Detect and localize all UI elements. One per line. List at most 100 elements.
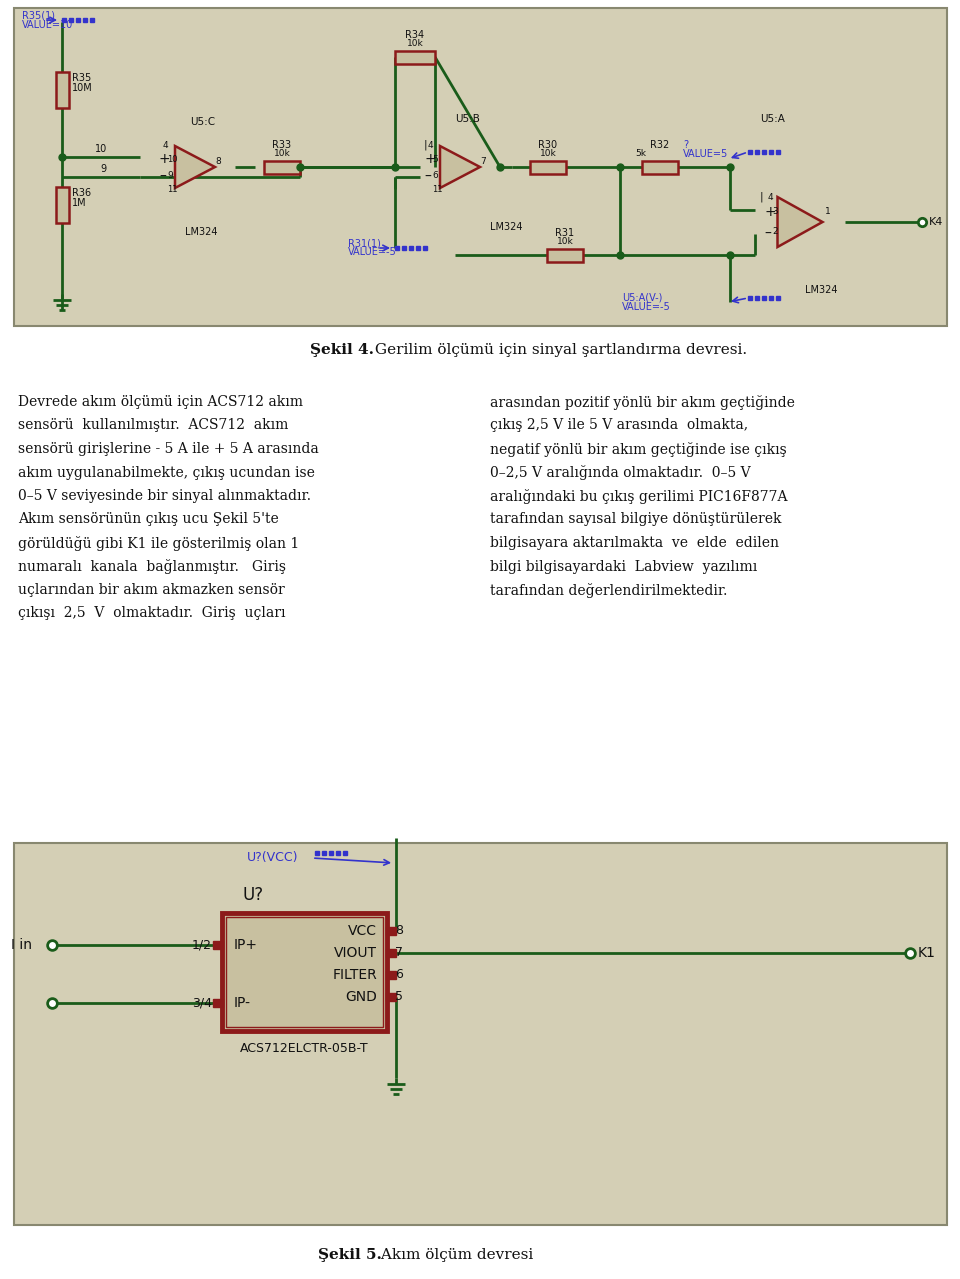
Text: 8: 8	[215, 157, 221, 166]
Bar	[56, 187, 69, 223]
Text: 8: 8	[395, 925, 403, 938]
Text: 10M: 10M	[72, 83, 93, 93]
Text: tarafından sayısal bilgiye dönüştürülerek: tarafından sayısal bilgiye dönüştürülere…	[490, 513, 781, 527]
Bar	[56, 72, 69, 107]
Text: LM324: LM324	[185, 226, 218, 237]
Text: VALUE=-5: VALUE=-5	[348, 247, 396, 257]
Text: R35: R35	[72, 73, 91, 83]
Text: –: –	[159, 170, 166, 184]
Text: 10: 10	[167, 155, 178, 164]
Text: GND: GND	[346, 990, 377, 1004]
Text: U?: U?	[242, 886, 263, 904]
Text: 4: 4	[768, 193, 774, 202]
Text: FILTER: FILTER	[332, 968, 377, 982]
Text: 11: 11	[432, 184, 443, 193]
Text: 10k: 10k	[557, 238, 573, 247]
Text: 4: 4	[428, 141, 434, 150]
Bar	[530, 161, 566, 174]
Text: R31: R31	[556, 228, 575, 238]
Text: IP-: IP-	[234, 996, 251, 1010]
Bar	[386, 993, 396, 1001]
Text: Akım sensörünün çıkış ucu Şekil 5'te: Akım sensörünün çıkış ucu Şekil 5'te	[18, 513, 278, 527]
Text: 4: 4	[163, 141, 169, 150]
Text: 5k: 5k	[635, 150, 646, 159]
Text: R33: R33	[273, 139, 292, 150]
Text: sensörü  kullanılmıştır.  ACS712  akım: sensörü kullanılmıştır. ACS712 akım	[18, 418, 288, 432]
Text: 6: 6	[395, 968, 403, 981]
Text: U?(VCC): U?(VCC)	[247, 852, 299, 865]
Text: tarafından değerlendirilmektedir.: tarafından değerlendirilmektedir.	[490, 583, 728, 599]
Text: K1: K1	[918, 946, 936, 961]
Text: R31(1): R31(1)	[348, 238, 381, 248]
Bar	[386, 949, 396, 957]
Bar	[395, 51, 435, 64]
Bar	[14, 8, 947, 326]
Text: Akım ölçüm devresi: Akım ölçüm devresi	[376, 1248, 533, 1262]
Text: 6: 6	[432, 170, 438, 179]
Text: LM324: LM324	[805, 285, 837, 295]
Text: U5:C: U5:C	[190, 116, 215, 127]
Text: U5:B: U5:B	[455, 114, 480, 124]
Bar	[213, 941, 223, 949]
Text: +: +	[424, 152, 436, 166]
Text: U5:A: U5:A	[760, 114, 785, 124]
Text: arasından pozitif yönlü bir akım geçtiğinde: arasından pozitif yönlü bir akım geçtiği…	[490, 395, 795, 411]
Text: negatif yönlü bir akım geçtiğinde ise çıkış: negatif yönlü bir akım geçtiğinde ise çı…	[490, 443, 787, 457]
Text: 3/4: 3/4	[192, 996, 212, 1009]
Text: ACS712ELCTR-05B-T: ACS712ELCTR-05B-T	[240, 1042, 369, 1055]
Text: 1: 1	[825, 207, 830, 216]
Polygon shape	[778, 197, 823, 247]
Bar	[264, 161, 300, 174]
Text: IP+: IP+	[234, 938, 258, 952]
Text: VCC: VCC	[348, 923, 377, 938]
Text: Şekil 4.: Şekil 4.	[310, 343, 374, 357]
Text: 7: 7	[480, 157, 486, 166]
Bar	[14, 843, 947, 1225]
Text: ?: ?	[683, 139, 688, 150]
Text: 5: 5	[395, 990, 403, 1004]
Text: 0–2,5 V aralığında olmaktadır.  0–5 V: 0–2,5 V aralığında olmaktadır. 0–5 V	[490, 466, 751, 481]
Text: K4: K4	[929, 217, 944, 226]
Text: 9: 9	[100, 164, 107, 174]
Text: uçlarından bir akım akmazken sensör: uçlarından bir akım akmazken sensör	[18, 583, 285, 597]
Text: çıkış 2,5 V ile 5 V arasında  olmakta,: çıkış 2,5 V ile 5 V arasında olmakta,	[490, 418, 748, 432]
Bar	[213, 999, 223, 1007]
Text: bilgi bilgisayardaki  Labview  yazılımı: bilgi bilgisayardaki Labview yazılımı	[490, 559, 757, 573]
Bar	[226, 917, 383, 1027]
Text: |: |	[760, 192, 763, 202]
Text: 3: 3	[772, 207, 778, 216]
Text: R35(1): R35(1)	[22, 12, 55, 20]
Text: numaralı  kanala  bağlanmıştır.   Giriş: numaralı kanala bağlanmıştır. Giriş	[18, 559, 286, 574]
Text: görüldüğü gibi K1 ile gösterilmiş olan 1: görüldüğü gibi K1 ile gösterilmiş olan 1	[18, 536, 300, 551]
Text: Gerilim ölçümü için sinyal şartlandırma devresi.: Gerilim ölçümü için sinyal şartlandırma …	[370, 343, 747, 357]
Text: +: +	[159, 152, 171, 166]
Text: U5:A(V-): U5:A(V-)	[622, 293, 662, 303]
Text: –: –	[764, 226, 771, 240]
Bar	[386, 927, 396, 935]
Text: R30: R30	[539, 139, 558, 150]
Polygon shape	[175, 146, 215, 188]
Text: |: |	[424, 139, 427, 150]
Text: 1M: 1M	[72, 198, 86, 208]
Text: 0–5 V seviyesinde bir sinyal alınmaktadır.: 0–5 V seviyesinde bir sinyal alınmaktadı…	[18, 489, 311, 503]
Text: 9: 9	[167, 170, 173, 179]
Text: 7: 7	[395, 946, 403, 959]
Text: 10: 10	[95, 145, 108, 153]
Text: 5: 5	[432, 155, 438, 164]
Polygon shape	[440, 146, 480, 188]
Text: sensörü girişlerine - 5 A ile + 5 A arasında: sensörü girişlerine - 5 A ile + 5 A aras…	[18, 443, 319, 457]
Text: VALUE=10: VALUE=10	[22, 20, 73, 29]
Text: R34: R34	[405, 29, 424, 40]
Text: VALUE=5: VALUE=5	[683, 148, 729, 159]
Text: LM324: LM324	[490, 223, 522, 231]
Text: 10k: 10k	[407, 40, 423, 49]
Text: çıkışı  2,5  V  olmaktadır.  Giriş  uçları: çıkışı 2,5 V olmaktadır. Giriş uçları	[18, 606, 285, 620]
Text: R32: R32	[650, 139, 670, 150]
Text: I in: I in	[11, 938, 32, 952]
Text: VIOUT: VIOUT	[334, 946, 377, 961]
Text: 2: 2	[772, 228, 778, 237]
Text: akım uygulanabilmekte, çıkış ucundan ise: akım uygulanabilmekte, çıkış ucundan ise	[18, 466, 315, 480]
Text: –: –	[424, 170, 431, 184]
Text: 11: 11	[167, 184, 178, 193]
Bar	[386, 971, 396, 978]
